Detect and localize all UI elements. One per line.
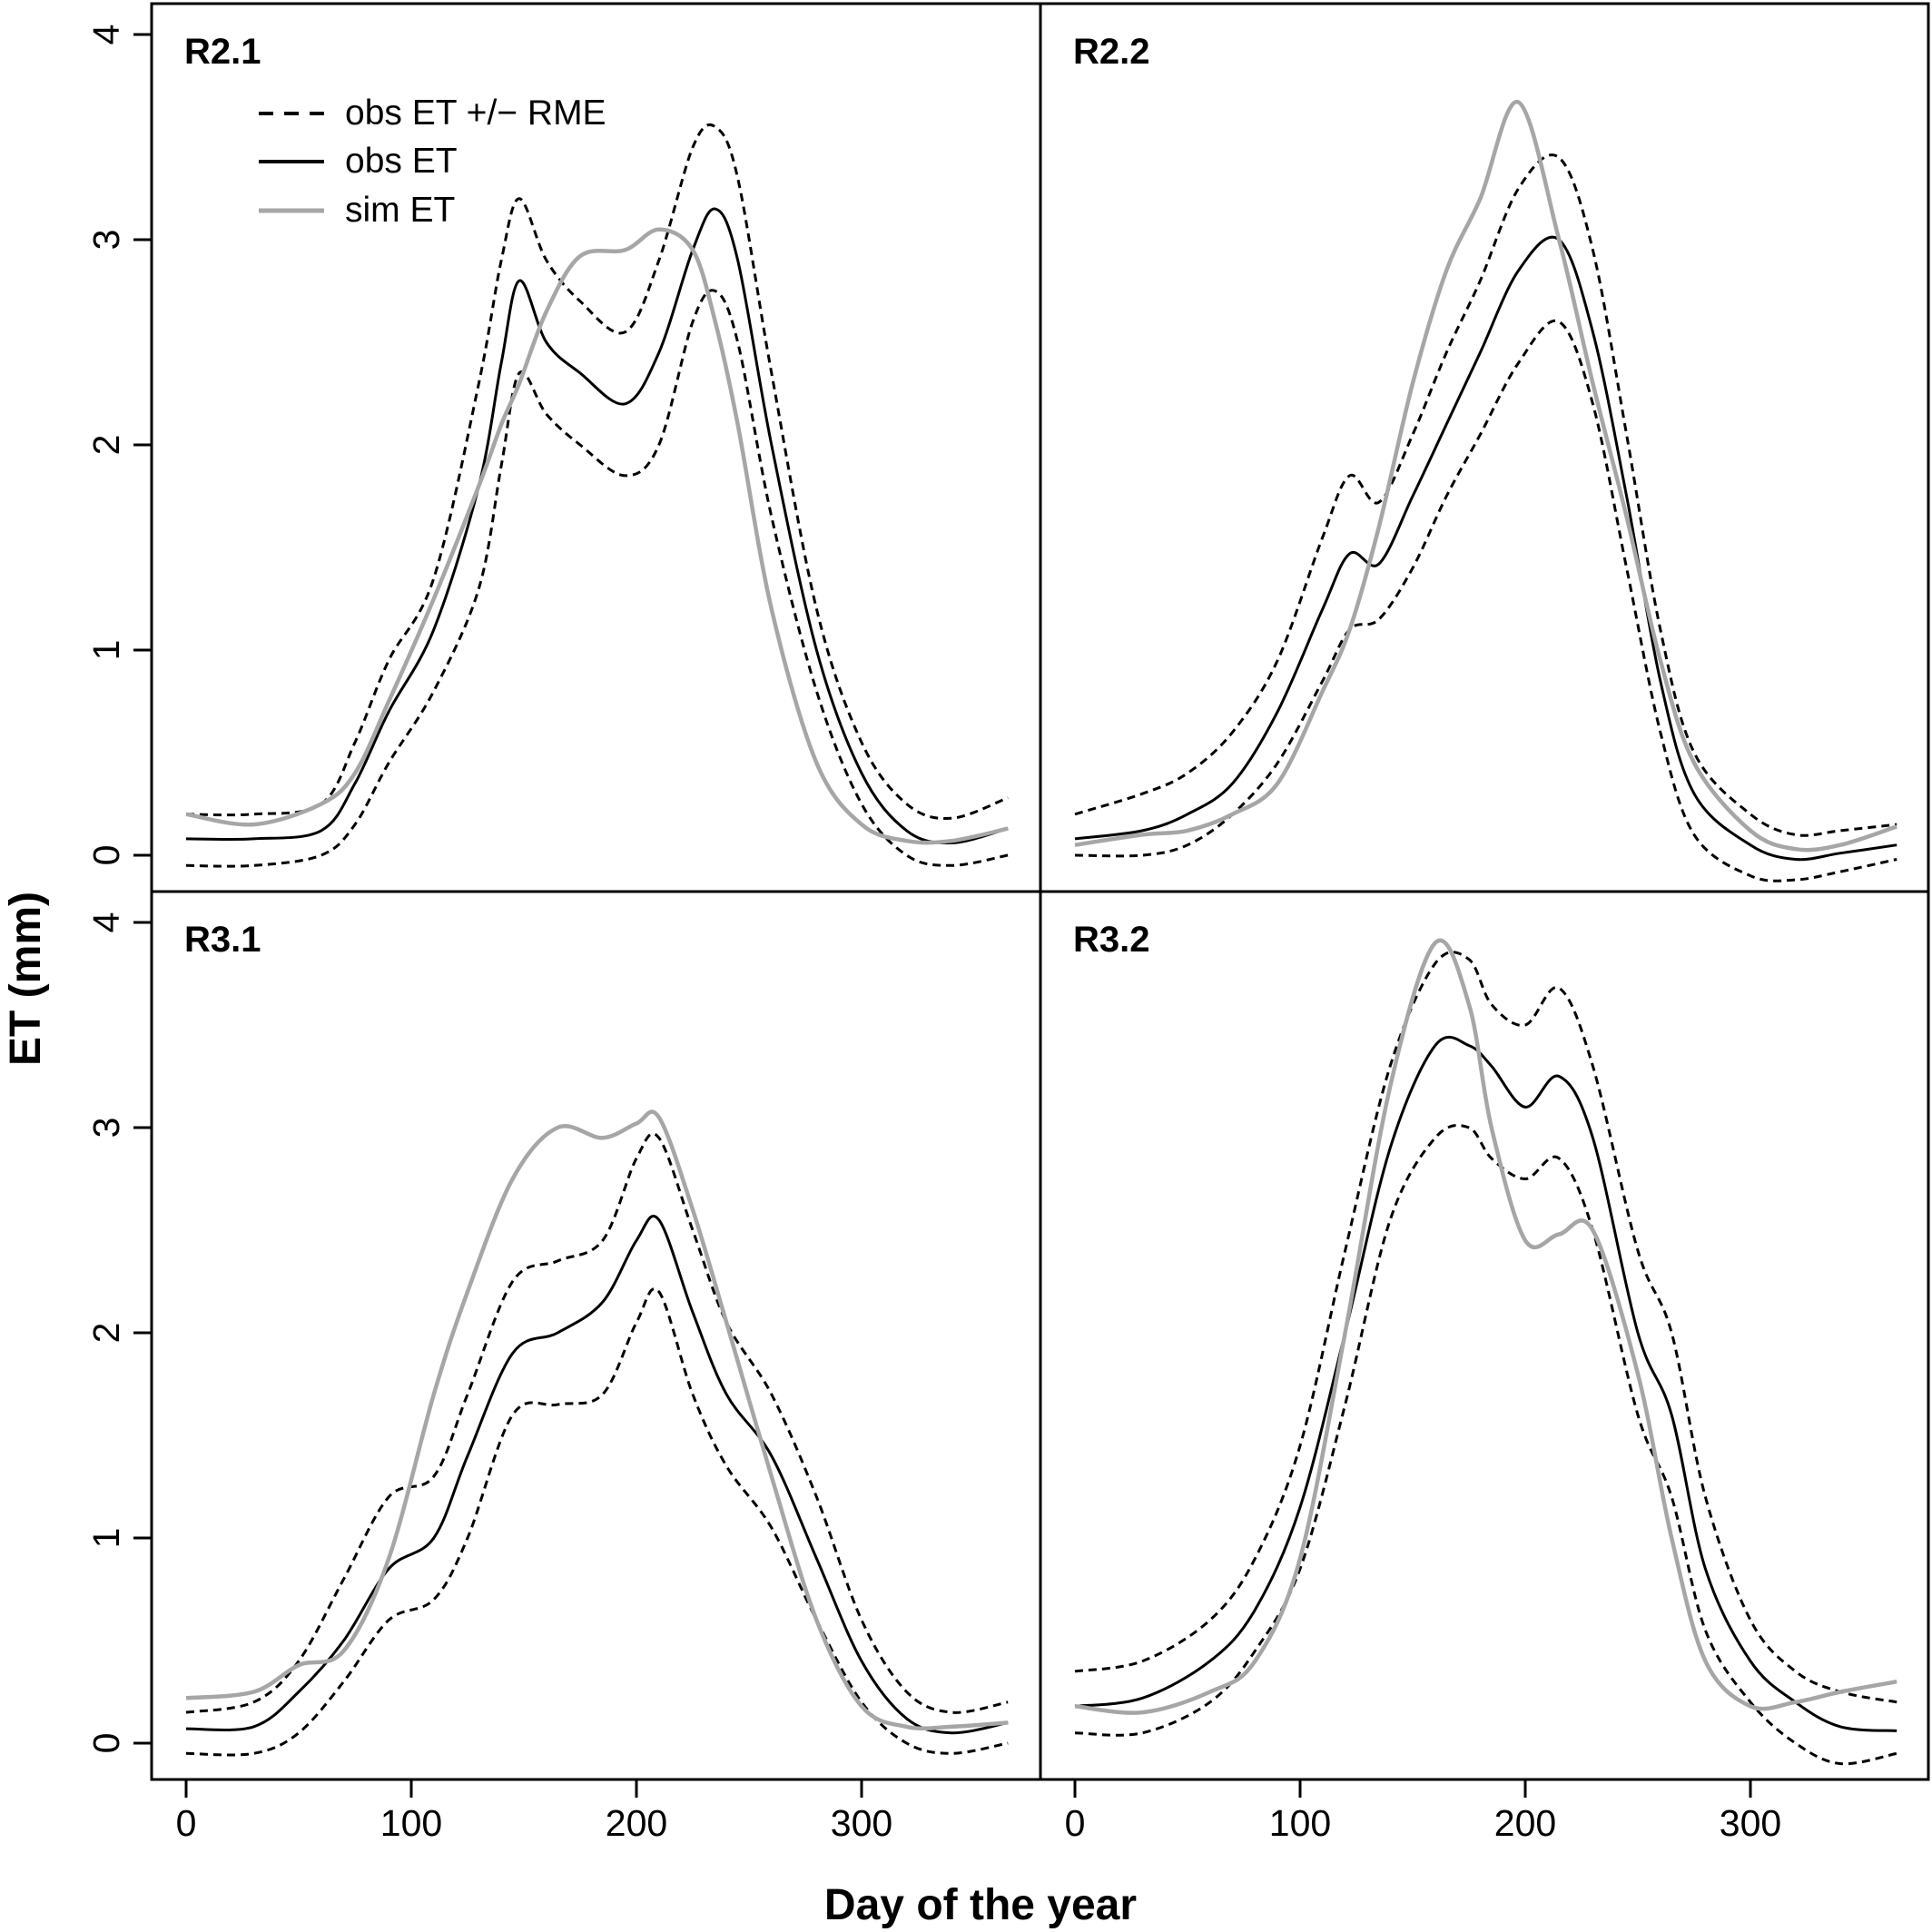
series-obs-et-plus-rme xyxy=(185,1132,1009,1714)
x-tick-label: 100 xyxy=(380,1802,442,1844)
series-sim-et xyxy=(1074,938,1898,1715)
panel-r2-2: R2.2 xyxy=(1073,32,1898,882)
x-tick-label: 200 xyxy=(606,1802,667,1844)
y-tick-label: 0 xyxy=(85,1733,127,1754)
legend-label: obs ET +/− RME xyxy=(345,94,606,133)
panels-layer: R2.1 0 1 2 3 4 obs ET +/− RME obs ET sim ET R2.2 R… xyxy=(85,2,1930,1844)
series-obs-et xyxy=(1074,1035,1898,1732)
y-tick-label: 4 xyxy=(85,25,127,45)
y-tick-label: 4 xyxy=(85,912,127,933)
x-tick-label: 0 xyxy=(1065,1802,1086,1844)
y-tick-label: 1 xyxy=(85,1528,127,1549)
series-obs-et xyxy=(185,207,1009,844)
x-tick-label: 300 xyxy=(831,1802,892,1844)
series-sim-et xyxy=(185,227,1009,845)
y-tick-label: 3 xyxy=(85,230,127,251)
y-axis-title: ET (mm) xyxy=(2,892,50,1066)
y-tick-label: 0 xyxy=(85,845,127,866)
panel-r3-1: R3.1 0 1 2 3 4 0 100 200 300 xyxy=(85,912,1009,1844)
series-obs-et-minus-rme xyxy=(185,1287,1009,1757)
x-tick-label: 100 xyxy=(1269,1802,1331,1844)
y-tick-label: 2 xyxy=(85,435,127,456)
series-obs-et-plus-rme xyxy=(1074,153,1898,837)
series-sim-et xyxy=(185,1109,1009,1731)
y-tick-label: 1 xyxy=(85,640,127,661)
y-tick-label: 2 xyxy=(85,1323,127,1344)
series-obs-et xyxy=(185,1215,1009,1735)
panel-r3-2: R3.2 0 100 200 300 xyxy=(1065,920,1898,1844)
series-obs-et-minus-rme xyxy=(1074,319,1898,882)
panel-label-r3-2: R3.2 xyxy=(1073,920,1150,960)
series-obs-et-plus-rme xyxy=(1074,951,1898,1704)
y-tick-label: 3 xyxy=(85,1118,127,1138)
legend-label: obs ET xyxy=(345,142,458,181)
panel-label-r2-1: R2.1 xyxy=(184,32,261,72)
panel-r2-1: R2.1 0 1 2 3 4 obs ET +/− RME obs ET sim ET xyxy=(85,25,1009,868)
x-tick-label: 300 xyxy=(1720,1802,1781,1844)
x-tick-label: 0 xyxy=(176,1802,197,1844)
x-tick-label: 200 xyxy=(1494,1802,1556,1844)
legend: obs ET +/− RME obs ET sim ET xyxy=(259,94,606,230)
series-obs-et xyxy=(1074,235,1898,862)
series-sim-et xyxy=(1074,100,1898,853)
series-obs-et-plus-rme xyxy=(185,123,1009,821)
legend-label: sim ET xyxy=(345,191,455,230)
panel-label-r2-2: R2.2 xyxy=(1073,32,1150,72)
x-axis-title: Day of the year xyxy=(824,1881,1137,1929)
panel-label-r3-1: R3.1 xyxy=(184,920,261,960)
series-obs-et-minus-rme xyxy=(185,289,1009,868)
